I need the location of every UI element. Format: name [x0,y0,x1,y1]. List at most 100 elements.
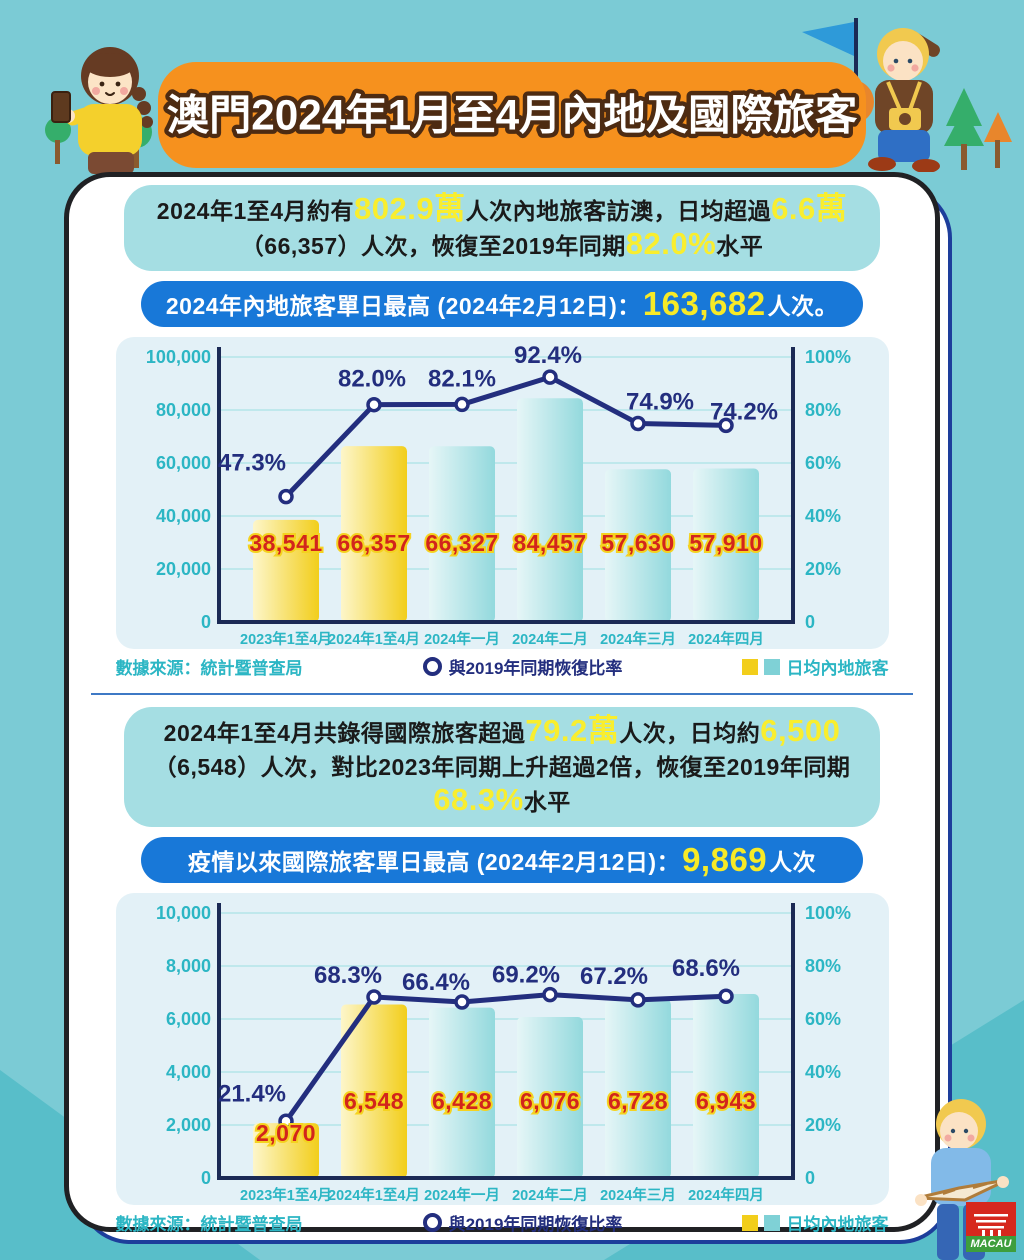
svg-text:6,728: 6,728 [607,1088,667,1114]
text-fragment: 人次內地旅客訪澳，日均超過 [465,198,772,224]
section-divider [91,693,913,695]
legend-daily-label: 日均內地旅客 [786,1215,889,1234]
svg-text:40%: 40% [805,506,841,526]
line-marker-icon [422,657,442,676]
svg-text:100%: 100% [805,347,851,367]
macau-logo-text: MACAU [971,1238,1013,1250]
text-fragment: 疫情以來國際旅客單日最高 (2024年2月12日)： [187,849,681,875]
svg-text:80%: 80% [805,400,841,420]
text-fragment: 人次。 [767,293,839,319]
legend-daily-visitors: 日均內地旅客 [742,654,888,679]
svg-text:2024年1至4月: 2024年1至4月 [328,630,420,648]
svg-text:74.9%: 74.9% [625,389,693,416]
phone-icon [51,91,71,123]
highlight-value: 6,500 [760,713,841,748]
record-banner-mainland: 2024年內地旅客單日最高 (2024年2月12日)： 163,682 人次。 [141,281,863,327]
svg-text:67.2%: 67.2% [579,963,647,990]
text-fragment: 2024年內地旅客單日最高 (2024年2月12日)： [165,293,641,319]
highlight-value: 9,869 [682,841,768,878]
svg-text:0: 0 [805,1168,815,1188]
girl-pants [88,152,134,174]
svg-text:2024年四月: 2024年四月 [688,1186,764,1204]
svg-text:0: 0 [200,612,210,632]
mainland-visitors-chart: 100,000 80,000 60,000 40,000 20,000 0 100% 80% 6… [145,342,851,648]
girl-sweater [78,104,142,156]
svg-text:60,000: 60,000 [155,453,210,473]
highlight-value: 82.0% [625,226,717,261]
man-face [940,1112,978,1150]
svg-text:60%: 60% [805,1009,841,1029]
text-fragment: 2024年1至4月約有 [156,198,355,224]
svg-text:38,541: 38,541 [249,530,322,556]
text-fragment: （66,357）人次，恢復至2019年同期 [240,233,626,259]
svg-text:6,548: 6,548 [343,1088,403,1114]
text-fragment: 水平 [716,233,764,259]
chart-panel-international: 10,000 8,000 6,000 4,000 2,000 0 100% 80% 60% 40%… [115,893,889,1205]
text-fragment: （6,548）人次，對比2023年同期上升超過2倍，恢復至2019年同期 [153,754,851,780]
svg-text:20%: 20% [805,1115,841,1135]
svg-text:80%: 80% [805,956,841,976]
svg-text:2,000: 2,000 [165,1115,210,1135]
data-source-label: 數據來源：統計暨普查局 [115,1215,303,1234]
text-fragment: 人次，日均約 [619,720,761,746]
page-title: 澳門2024年1月至4月內地及國際旅客 [162,87,862,143]
legend-daily-visitors: 日均內地旅客 [742,1210,888,1235]
macau-logo: MACAU [966,1202,1016,1252]
svg-text:10,000: 10,000 [155,903,210,923]
svg-text:68.3%: 68.3% [313,962,381,989]
legend-daily-label: 日均內地旅客 [786,659,889,678]
svg-text:100%: 100% [805,903,851,923]
svg-text:2024年二月: 2024年二月 [512,1186,588,1204]
man-jeans [937,1204,959,1260]
man-face [883,41,923,81]
bar-swatch-yellow-icon [742,658,759,675]
svg-text:4,000: 4,000 [165,1062,210,1082]
chart-panel-mainland: 100,000 80,000 60,000 40,000 20,000 0 100% 80% 6… [115,337,889,649]
svg-text:2023年1至4月: 2023年1至4月 [240,1186,332,1204]
svg-text:60%: 60% [805,453,841,473]
legend-recovery-label: 與2019年同期恢復比率 [448,659,623,678]
svg-text:40,000: 40,000 [155,506,210,526]
title-banner: 澳門2024年1月至4月內地及國際旅客 [158,62,866,168]
svg-text:8,000: 8,000 [165,956,210,976]
text-fragment: 人次 [769,849,817,875]
highlight-value: 802.9萬 [354,191,466,226]
bar-swatch-teal-icon [764,658,781,675]
international-visitors-chart: 10,000 8,000 6,000 4,000 2,000 0 100% 80% 60% 40%… [155,903,851,1204]
tree-icon [946,88,982,126]
chart-footer-mainland: 數據來源：統計暨普查局 與2019年同期恢復比率 日均內地旅客 [116,654,889,679]
svg-text:84,457: 84,457 [513,530,586,556]
svg-text:0: 0 [200,1168,210,1188]
svg-text:100,000: 100,000 [145,347,210,367]
svg-text:6,000: 6,000 [165,1009,210,1029]
svg-text:2024年二月: 2024年二月 [512,630,588,648]
svg-text:57,630: 57,630 [601,530,674,556]
flag-icon [802,22,854,56]
svg-text:2024年四月: 2024年四月 [688,630,764,648]
svg-text:69.2%: 69.2% [491,962,559,989]
svg-text:20,000: 20,000 [155,559,210,579]
svg-text:21.4%: 21.4% [217,1080,285,1107]
svg-text:6,076: 6,076 [519,1088,579,1114]
text-fragment: 水平 [523,789,571,815]
svg-text:57,910: 57,910 [689,530,762,556]
svg-text:2024年三月: 2024年三月 [600,630,676,648]
record-banner-international: 疫情以來國際旅客單日最高 (2024年2月12日)： 9,869 人次 [141,837,863,883]
highlight-value: 163,682 [642,285,766,322]
girl-tourist-illustration [45,47,153,174]
svg-text:2024年1至4月: 2024年1至4月 [328,1186,420,1204]
svg-text:0: 0 [805,612,815,632]
svg-text:2,070: 2,070 [255,1120,315,1146]
main-card: 2024年1至4月約有802.9萬人次內地旅客訪澳，日均超過6.6萬 （66,35… [64,172,940,1235]
svg-text:80,000: 80,000 [155,400,210,420]
text-fragment: 2024年1至4月共錄得國際旅客超過 [163,720,526,746]
bar-swatch-teal-icon [764,1214,781,1231]
legend-recovery-rate: 與2019年同期恢復比率 [422,1210,623,1235]
data-source-label: 數據來源：統計暨普查局 [115,659,303,678]
svg-text:47.3%: 47.3% [217,450,285,477]
svg-text:66.4%: 66.4% [401,969,469,996]
tree-icon [984,112,1012,142]
svg-text:40%: 40% [805,1062,841,1082]
legend-recovery-label: 與2019年同期恢復比率 [448,1215,623,1234]
